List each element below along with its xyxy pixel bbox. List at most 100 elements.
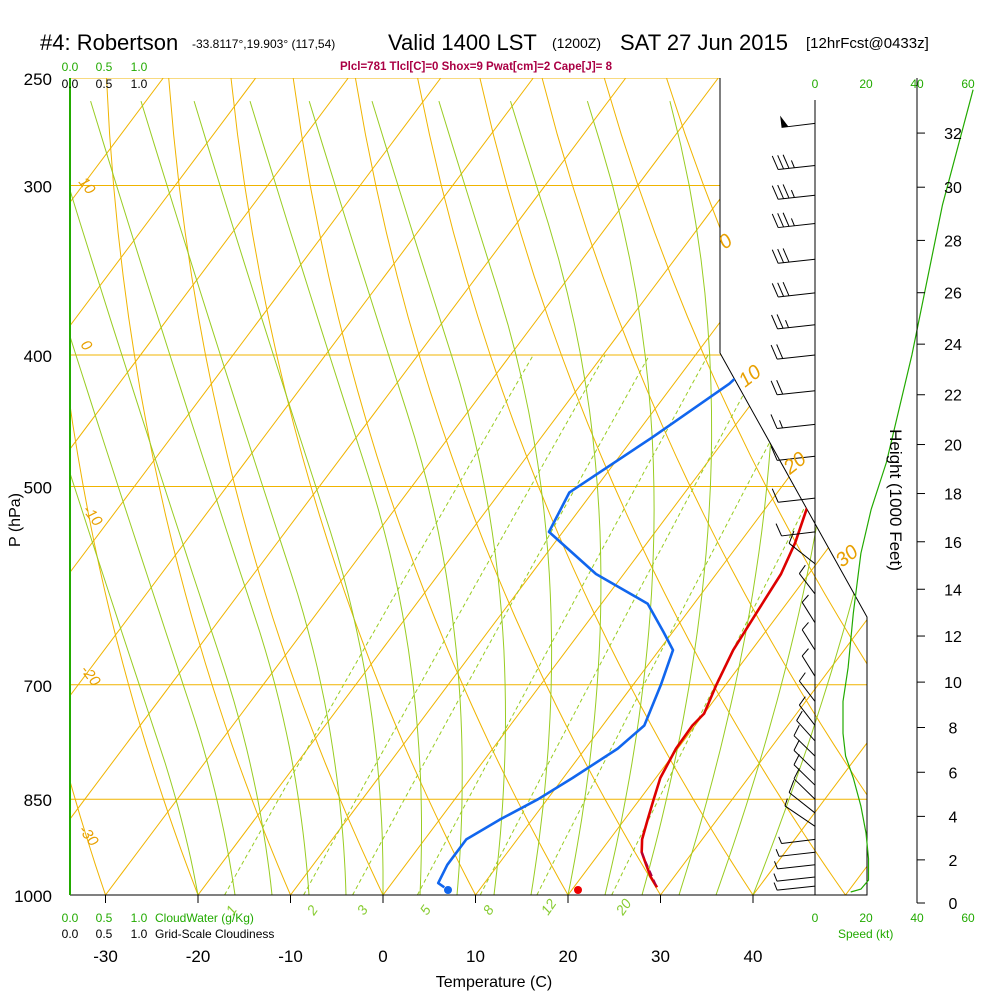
- mixing-ratio-line: [416, 354, 709, 895]
- wind-barb-staff: [798, 680, 816, 702]
- height-tick-label: 28: [944, 233, 962, 250]
- isotherm-top-label: 0: [715, 230, 737, 254]
- height-tick-label: 4: [949, 809, 958, 826]
- wind-barb-staff: [801, 602, 816, 623]
- wind-barb: [801, 648, 816, 677]
- height-tick-label: 30: [944, 180, 962, 197]
- cloudiness-tick-bottom: 1.0: [131, 927, 148, 941]
- moist-adiabat-line: [371, 100, 507, 895]
- pressure-tick-label: 400: [24, 347, 52, 366]
- cloudwater-tick-bottom: 0.5: [96, 911, 113, 925]
- wind-barb-feather: [777, 184, 785, 199]
- isotherm-line: [70, 78, 257, 895]
- wind-barb-feather: [777, 248, 785, 263]
- surface-dewpoint-marker: [444, 886, 452, 894]
- moist-adiabat-line: [438, 100, 553, 895]
- moist-adiabat-line: [193, 100, 384, 895]
- wind-barb: [793, 739, 816, 772]
- wind-barb-feather: [776, 380, 784, 395]
- valid-time: Valid 1400 LST: [388, 30, 537, 55]
- cloudiness-tick-top: 0.5: [96, 77, 113, 91]
- wind-barb: [778, 836, 816, 844]
- wind-barb: [793, 768, 816, 800]
- mixing-ratio-label: 2: [303, 902, 321, 919]
- station-location: -33.8117°,19.903° (117,54): [192, 37, 335, 51]
- pressure-tick-label: 1000: [14, 887, 52, 906]
- chart-frame: [69, 78, 868, 896]
- dry-adiabat-line: [541, 78, 867, 895]
- wind-barb-feather: [788, 530, 795, 544]
- wind-barb-feather: [770, 446, 778, 461]
- speed-tick-bottom: 20: [859, 911, 873, 925]
- pressure-tick-label: 500: [24, 479, 52, 498]
- wind-barb-feather: [793, 754, 800, 766]
- wind-barb-feather: [801, 622, 809, 631]
- surface-temperature-marker: [574, 886, 582, 894]
- height-tick-label: 12: [944, 629, 962, 646]
- wind-barb: [771, 212, 816, 229]
- dry-adiabat-line: [106, 78, 291, 895]
- wind-barb-feather: [771, 249, 779, 264]
- wind-barb-staff: [777, 455, 816, 461]
- wind-barb-feather: [793, 725, 800, 736]
- wind-barb-staff: [777, 354, 816, 360]
- wind-barb-half-feather: [773, 882, 778, 891]
- wind-barb-staff: [798, 704, 816, 726]
- temperature-tick-label: -10: [278, 947, 303, 966]
- wind-barb-staff: [777, 885, 816, 891]
- wind-barbs: [770, 100, 816, 895]
- moist-adiabat-line: [752, 101, 867, 895]
- temperature-tick-label: -20: [186, 947, 211, 966]
- wind-barb: [788, 780, 816, 814]
- height-tick-label: 24: [944, 337, 962, 354]
- wind-barb: [801, 622, 816, 651]
- wind-barb: [773, 873, 816, 882]
- dry-adiabat-line: [70, 78, 106, 895]
- wind-barb: [788, 530, 816, 565]
- isotherm-label: -20: [77, 662, 104, 690]
- pressure-tick-label: 250: [24, 70, 52, 89]
- isotherm-line: [70, 78, 627, 895]
- wind-barb-feather: [801, 648, 809, 657]
- wind-barb-staff: [777, 864, 816, 870]
- wind-barb-half-feather: [773, 873, 778, 882]
- mixing-ratio-line: [352, 354, 650, 895]
- wind-barb-half-feather: [778, 836, 783, 844]
- mixing-ratio-label: 20: [612, 896, 635, 919]
- dry-adiabat-line: [978, 78, 1000, 895]
- forecast-run: [12hrFcst@0433z]: [806, 35, 929, 52]
- wind-barb-half-feather: [775, 848, 780, 857]
- moist-adiabat-line: [70, 100, 273, 895]
- wind-barb-feather: [782, 248, 790, 263]
- isotherm-top-label: 20: [779, 448, 811, 480]
- speed-tick-top: 60: [961, 77, 975, 91]
- wind-barb-staff: [793, 750, 816, 772]
- wind-barb-staff: [778, 292, 816, 298]
- isotherm-line: [382, 78, 867, 895]
- cloudiness-tick-bottom: 0.5: [96, 927, 113, 941]
- mixing-ratio-label: 5: [416, 902, 434, 918]
- temperature-tick-label: 20: [559, 947, 578, 966]
- wind-barb: [771, 281, 816, 298]
- wind-barb-half-feather: [790, 189, 795, 198]
- isotherm-label: -30: [75, 822, 102, 850]
- moist-adiabat-line: [70, 100, 236, 895]
- speed-tick-bottom: 40: [910, 911, 924, 925]
- wind-barb: [771, 314, 816, 330]
- moist-adiabat-line: [70, 100, 199, 895]
- temperature-tick-label: 40: [744, 947, 763, 966]
- wind-barb: [774, 861, 816, 870]
- y-axis-title: P (hPa): [7, 493, 24, 547]
- isotherm-label: 0: [77, 337, 96, 355]
- moist-adiabat-line: [90, 100, 310, 895]
- cloudiness-tick-top: 1.0: [131, 77, 148, 91]
- wind-barb: [770, 380, 816, 396]
- wind-barb: [798, 696, 816, 726]
- cloudiness-label: Grid-Scale Cloudiness: [155, 927, 274, 941]
- cloudiness-tick-bottom: 0.0: [62, 927, 79, 941]
- wind-barb-feather: [782, 184, 790, 199]
- speed-tick-bottom: 0: [812, 911, 819, 925]
- isotherm-line: [70, 78, 534, 895]
- sounding-indices: Plcl=781 Tlcl[C]=0 Shox=9 Pwat[cm]=2 Cap…: [340, 61, 613, 73]
